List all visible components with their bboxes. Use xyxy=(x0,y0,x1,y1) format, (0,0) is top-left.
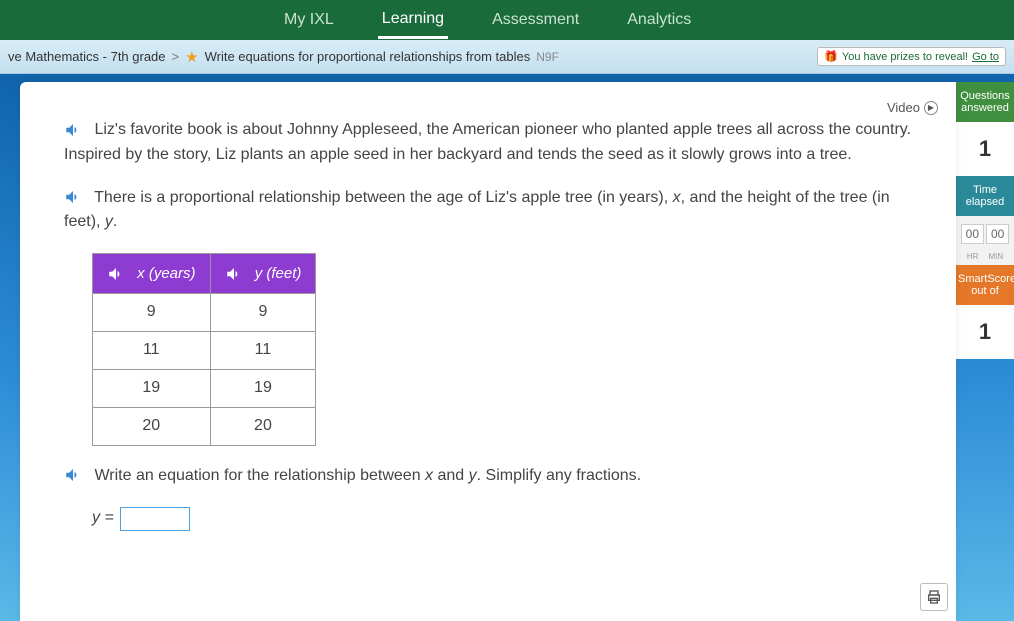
relationship-paragraph: There is a proportional relationship bet… xyxy=(64,186,912,236)
tab-analytics[interactable]: Analytics xyxy=(623,3,695,37)
gift-icon: 🎁 xyxy=(824,50,838,63)
story-paragraph: Liz's favorite book is about Johnny Appl… xyxy=(64,118,912,168)
cell-x: 20 xyxy=(93,407,211,445)
tab-learning[interactable]: Learning xyxy=(378,2,448,39)
speaker-icon[interactable] xyxy=(64,188,86,206)
time-label: Time elapsed xyxy=(956,176,1014,216)
print-button[interactable] xyxy=(920,583,948,611)
questions-label: Questions answered xyxy=(956,82,1014,122)
cell-x: 9 xyxy=(93,294,211,332)
score-sidebar: Questions answered 1 Time elapsed 00 00 … xyxy=(956,82,1014,621)
table-row: 9 9 xyxy=(93,294,316,332)
equation-row: y = xyxy=(92,506,912,531)
prize-link[interactable]: Go to xyxy=(972,51,999,63)
equation-lhs: y = xyxy=(92,506,114,531)
breadcrumb-bar: ve Mathematics - 7th grade > ★ Write equ… xyxy=(0,40,1014,74)
table-row: 11 11 xyxy=(93,332,316,370)
timer-labels: HR MIN xyxy=(956,252,1014,265)
video-link[interactable]: Video ▶ xyxy=(887,98,938,118)
breadcrumb-subject[interactable]: ve Mathematics - 7th grade xyxy=(8,49,166,64)
speaker-icon[interactable] xyxy=(64,466,86,484)
smartscore-value: 1 xyxy=(956,305,1014,359)
table-row: 19 19 xyxy=(93,370,316,408)
story-text: Liz's favorite book is about Johnny Appl… xyxy=(64,121,911,163)
tab-my-ixl[interactable]: My IXL xyxy=(280,3,338,37)
prize-banner[interactable]: 🎁 You have prizes to reveal! Go to xyxy=(817,47,1006,66)
smartscore-label: SmartScore out of xyxy=(956,265,1014,305)
prize-text: You have prizes to reveal! xyxy=(842,51,968,63)
skill-code: N9F xyxy=(536,50,559,64)
cell-x: 19 xyxy=(93,370,211,408)
timer: 00 00 xyxy=(956,216,1014,252)
prompt-paragraph: Write an equation for the relationship b… xyxy=(64,464,912,489)
chevron-icon: > xyxy=(172,49,180,64)
question-card: Video ▶ Liz's favorite book is about Joh… xyxy=(20,82,956,621)
col-header-y: y (feet) xyxy=(210,254,316,294)
cell-y: 20 xyxy=(210,407,316,445)
cell-x: 11 xyxy=(93,332,211,370)
speaker-icon[interactable] xyxy=(64,121,86,139)
tab-assessment[interactable]: Assessment xyxy=(488,3,583,37)
speaker-icon[interactable] xyxy=(107,265,129,283)
video-label: Video xyxy=(887,98,920,118)
play-icon: ▶ xyxy=(924,101,938,115)
col-header-x: x (years) xyxy=(93,254,211,294)
star-icon: ★ xyxy=(185,48,198,66)
answer-input[interactable] xyxy=(120,507,190,531)
timer-min: 00 xyxy=(986,224,1009,244)
top-nav: My IXL Learning Assessment Analytics xyxy=(0,0,1014,40)
table-row: 20 20 xyxy=(93,407,316,445)
cell-y: 11 xyxy=(210,332,316,370)
speaker-icon[interactable] xyxy=(225,265,247,283)
cell-y: 19 xyxy=(210,370,316,408)
questions-value: 1 xyxy=(956,122,1014,176)
data-table: x (years) y (feet) 9 9 11 xyxy=(92,253,316,445)
cell-y: 9 xyxy=(210,294,316,332)
timer-hr: 00 xyxy=(961,224,984,244)
skill-title: Write equations for proportional relatio… xyxy=(205,49,531,64)
